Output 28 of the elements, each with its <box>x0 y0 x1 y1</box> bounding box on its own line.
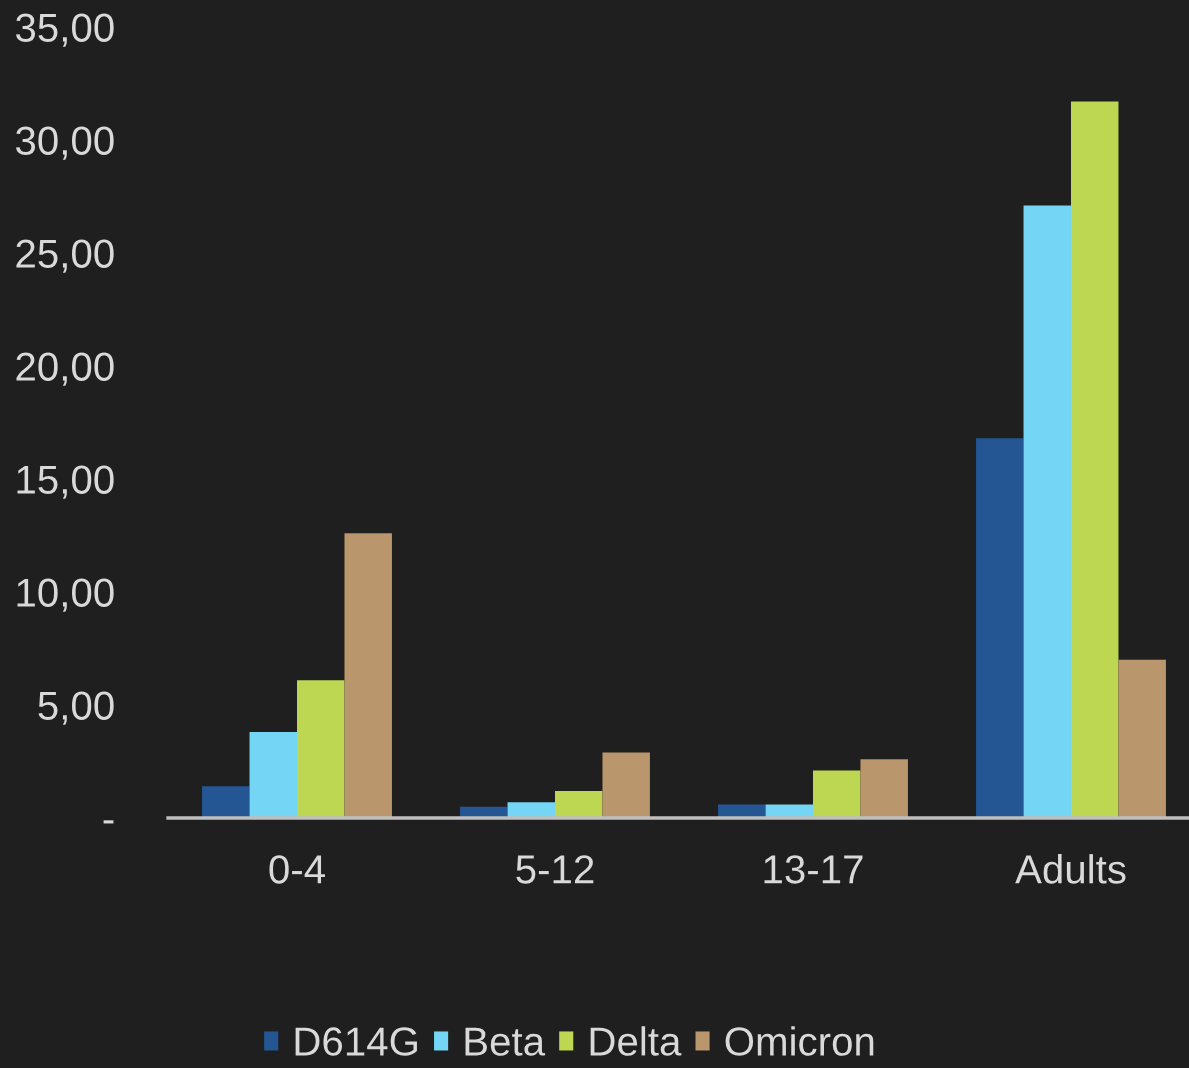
x-tick-label: 13-17 <box>764 855 863 884</box>
bar <box>555 790 603 818</box>
legend-label: Beta <box>465 1027 546 1056</box>
y-tick-label: 5,00 <box>38 691 114 725</box>
legend-label: Omicron <box>725 1026 874 1056</box>
y-tick-label: 35,00 <box>15 13 114 47</box>
bar <box>202 786 250 818</box>
bar <box>249 732 297 818</box>
y-tick-label: 10,00 <box>17 578 114 612</box>
y-tick-label: 20,00 <box>16 352 114 386</box>
y-tick-label: - <box>103 820 114 824</box>
bar <box>1071 101 1119 818</box>
bar <box>1118 659 1166 818</box>
bar <box>602 752 650 818</box>
x-tick-label: 0-4 <box>269 855 325 884</box>
x-tick-label: Adults <box>1015 854 1126 884</box>
legend-label: D614G <box>295 1027 417 1056</box>
x-tick-label: 5-12 <box>516 855 594 884</box>
y-tick-label: 30,00 <box>15 126 114 160</box>
bar <box>976 438 1024 818</box>
bar <box>1023 205 1071 818</box>
y-tick-label: 15,00 <box>17 465 114 499</box>
bar <box>813 770 861 818</box>
legend-label: Delta <box>590 1026 682 1056</box>
bar <box>297 680 345 818</box>
bar <box>860 759 908 818</box>
bar <box>344 533 392 818</box>
y-tick-label: 25,00 <box>16 239 114 273</box>
